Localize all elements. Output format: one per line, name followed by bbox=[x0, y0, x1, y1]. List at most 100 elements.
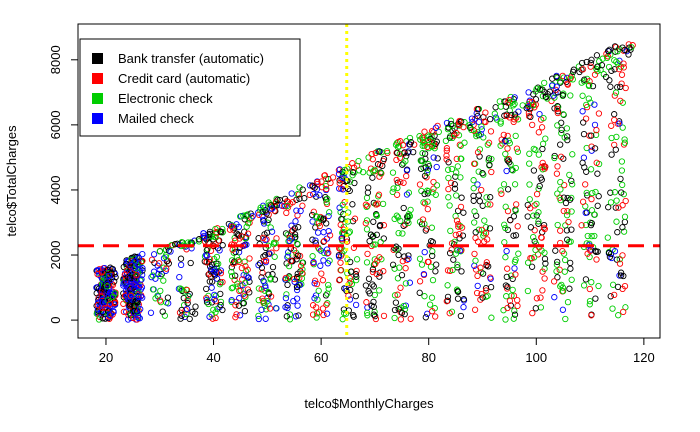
data-point bbox=[262, 315, 269, 322]
data-point bbox=[509, 275, 516, 283]
data-point bbox=[608, 151, 615, 158]
data-point bbox=[429, 189, 436, 196]
data-point bbox=[544, 95, 551, 102]
data-point bbox=[148, 273, 155, 281]
data-point bbox=[582, 209, 589, 216]
data-point bbox=[560, 111, 567, 118]
data-point bbox=[618, 80, 625, 87]
y-axis: 0 2000 4000 6000 8000 bbox=[48, 45, 78, 324]
data-point bbox=[405, 211, 412, 218]
data-point bbox=[554, 163, 561, 170]
data-point bbox=[394, 214, 402, 221]
data-point bbox=[457, 203, 465, 211]
data-point bbox=[480, 230, 488, 237]
data-point bbox=[552, 247, 559, 254]
data-point bbox=[609, 305, 616, 312]
data-point bbox=[491, 110, 498, 117]
data-point bbox=[426, 301, 434, 308]
data-point bbox=[232, 272, 239, 279]
data-point bbox=[502, 316, 509, 323]
data-point bbox=[258, 264, 266, 271]
data-point bbox=[606, 253, 614, 261]
data-point bbox=[554, 74, 561, 81]
data-point bbox=[298, 281, 305, 288]
data-point bbox=[147, 309, 155, 316]
data-point bbox=[397, 138, 404, 145]
data-point bbox=[505, 155, 512, 163]
data-point bbox=[137, 277, 144, 284]
data-point bbox=[598, 61, 606, 69]
data-point bbox=[402, 280, 410, 287]
data-point bbox=[468, 115, 476, 122]
data-point bbox=[421, 140, 428, 147]
data-point bbox=[139, 265, 146, 272]
data-point bbox=[291, 225, 298, 232]
data-point bbox=[482, 109, 489, 116]
data-point bbox=[316, 246, 323, 253]
data-point bbox=[149, 272, 157, 279]
data-point bbox=[591, 121, 599, 129]
data-point bbox=[510, 102, 517, 109]
data-point bbox=[550, 278, 558, 285]
data-point bbox=[432, 140, 439, 148]
data-point bbox=[417, 165, 425, 172]
data-point bbox=[395, 306, 402, 313]
data-point bbox=[314, 229, 322, 236]
data-point bbox=[362, 201, 370, 208]
data-point bbox=[405, 219, 412, 227]
data-point bbox=[503, 167, 510, 175]
data-point bbox=[523, 104, 530, 112]
data-point bbox=[324, 260, 332, 267]
data-point bbox=[363, 226, 371, 233]
data-point bbox=[482, 287, 490, 294]
data-point bbox=[109, 311, 116, 318]
data-point bbox=[560, 207, 567, 215]
data-point bbox=[561, 181, 568, 189]
data-point bbox=[443, 298, 450, 305]
data-point bbox=[529, 121, 536, 129]
data-point bbox=[536, 182, 543, 190]
data-point bbox=[370, 298, 377, 306]
data-point bbox=[171, 241, 179, 248]
data-point bbox=[578, 222, 585, 229]
data-point bbox=[595, 193, 602, 200]
data-point bbox=[366, 237, 373, 245]
data-point bbox=[447, 227, 454, 235]
data-point bbox=[446, 202, 453, 209]
data-point bbox=[625, 51, 632, 58]
data-point bbox=[554, 190, 561, 197]
x-tick-label: 80 bbox=[421, 350, 435, 365]
data-point bbox=[259, 269, 266, 276]
data-point bbox=[561, 268, 568, 275]
data-point bbox=[187, 259, 194, 267]
data-point bbox=[288, 190, 295, 197]
data-point bbox=[380, 222, 388, 229]
data-point bbox=[318, 178, 325, 185]
data-point bbox=[398, 309, 406, 316]
data-point bbox=[454, 261, 461, 268]
data-point bbox=[228, 285, 235, 292]
data-point bbox=[396, 150, 403, 158]
data-point bbox=[617, 97, 624, 105]
data-point bbox=[103, 283, 111, 290]
data-point bbox=[131, 302, 138, 310]
data-point bbox=[429, 238, 436, 246]
data-point bbox=[405, 189, 413, 196]
data-point bbox=[249, 212, 256, 220]
data-point bbox=[349, 311, 357, 319]
data-point bbox=[295, 252, 302, 259]
data-point bbox=[429, 252, 436, 260]
data-point bbox=[343, 238, 351, 245]
data-point bbox=[502, 224, 509, 232]
data-point bbox=[395, 229, 402, 237]
data-point bbox=[306, 191, 313, 199]
data-point bbox=[539, 140, 547, 148]
data-point bbox=[394, 291, 401, 298]
data-point bbox=[191, 310, 199, 317]
data-point bbox=[200, 230, 207, 237]
data-point bbox=[395, 251, 402, 259]
data-point bbox=[244, 230, 252, 237]
y-tick-label: 6000 bbox=[48, 110, 63, 139]
data-point bbox=[434, 122, 441, 130]
data-point bbox=[294, 240, 301, 247]
